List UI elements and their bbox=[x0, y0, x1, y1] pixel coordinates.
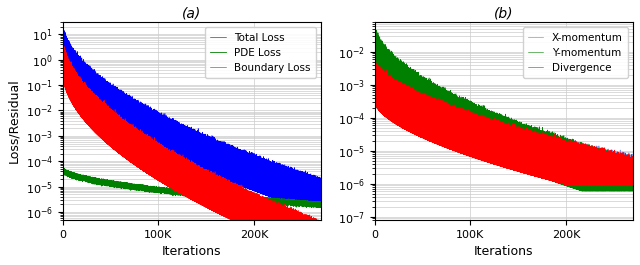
Boundary Loss bbox=[252, 229, 259, 232]
Y-momentum bbox=[592, 153, 600, 156]
Boundary Loss bbox=[317, 240, 324, 243]
Y-momentum bbox=[626, 173, 634, 176]
X-momentum bbox=[392, 89, 400, 92]
PDE Loss bbox=[253, 198, 260, 202]
Divergence bbox=[616, 169, 623, 172]
Boundary Loss bbox=[314, 225, 321, 228]
PDE Loss bbox=[317, 203, 324, 206]
X-momentum bbox=[371, 61, 379, 64]
Y-momentum bbox=[563, 184, 571, 188]
Boundary Loss bbox=[303, 218, 311, 221]
X-axis label: Iterations: Iterations bbox=[474, 245, 534, 258]
Divergence bbox=[371, 58, 379, 61]
Legend: Total Loss, PDE Loss, Boundary Loss: Total Loss, PDE Loss, Boundary Loss bbox=[205, 27, 316, 78]
X-momentum bbox=[563, 149, 571, 152]
Legend: X-momentum, Y-momentum, Divergence: X-momentum, Y-momentum, Divergence bbox=[523, 27, 628, 78]
X-momentum bbox=[573, 179, 580, 183]
Line: Total Loss: Total Loss bbox=[63, 23, 321, 202]
Total Loss bbox=[282, 201, 290, 204]
X-momentum bbox=[564, 148, 572, 151]
Line: Y-momentum: Y-momentum bbox=[374, 24, 633, 191]
Total Loss bbox=[59, 28, 67, 31]
Total Loss bbox=[280, 174, 287, 177]
Total Loss bbox=[253, 158, 260, 161]
PDE Loss bbox=[80, 176, 88, 179]
PDE Loss bbox=[59, 168, 67, 171]
Total Loss bbox=[317, 191, 324, 194]
Y-axis label: Loss/Residual: Loss/Residual bbox=[7, 78, 20, 163]
Divergence bbox=[563, 146, 571, 149]
Line: X-momentum: X-momentum bbox=[374, 62, 633, 181]
Title: (a): (a) bbox=[182, 7, 202, 21]
X-axis label: Iterations: Iterations bbox=[162, 245, 221, 258]
Total Loss bbox=[303, 184, 311, 187]
PDE Loss bbox=[314, 201, 321, 205]
Divergence bbox=[564, 154, 572, 157]
Line: Divergence: Divergence bbox=[374, 60, 633, 185]
Total Loss bbox=[59, 21, 67, 24]
PDE Loss bbox=[280, 201, 287, 204]
Divergence bbox=[592, 157, 600, 160]
Line: PDE Loss: PDE Loss bbox=[63, 167, 321, 207]
Divergence bbox=[629, 167, 637, 170]
Y-momentum bbox=[371, 22, 379, 25]
PDE Loss bbox=[252, 197, 259, 201]
Y-momentum bbox=[578, 189, 586, 193]
Y-momentum bbox=[629, 163, 637, 166]
X-momentum bbox=[629, 167, 637, 170]
Divergence bbox=[564, 184, 572, 187]
Boundary Loss bbox=[80, 103, 88, 106]
X-momentum bbox=[371, 68, 378, 71]
Boundary Loss bbox=[287, 245, 295, 248]
Boundary Loss bbox=[59, 45, 67, 48]
Y-momentum bbox=[371, 29, 378, 33]
PDE Loss bbox=[303, 201, 311, 204]
PDE Loss bbox=[59, 165, 67, 169]
Y-momentum bbox=[564, 141, 572, 144]
Y-momentum bbox=[616, 168, 623, 171]
Line: Boundary Loss: Boundary Loss bbox=[63, 38, 321, 246]
X-momentum bbox=[626, 160, 634, 164]
Boundary Loss bbox=[280, 218, 287, 221]
Boundary Loss bbox=[253, 215, 260, 218]
Divergence bbox=[626, 174, 634, 178]
X-momentum bbox=[592, 156, 600, 159]
Total Loss bbox=[252, 162, 259, 165]
Divergence bbox=[392, 84, 400, 87]
Total Loss bbox=[80, 72, 88, 75]
Title: (b): (b) bbox=[494, 7, 514, 21]
Y-momentum bbox=[392, 75, 400, 78]
Total Loss bbox=[314, 195, 321, 198]
Boundary Loss bbox=[59, 37, 67, 40]
PDE Loss bbox=[316, 206, 323, 209]
X-momentum bbox=[616, 161, 623, 164]
Divergence bbox=[371, 61, 378, 64]
